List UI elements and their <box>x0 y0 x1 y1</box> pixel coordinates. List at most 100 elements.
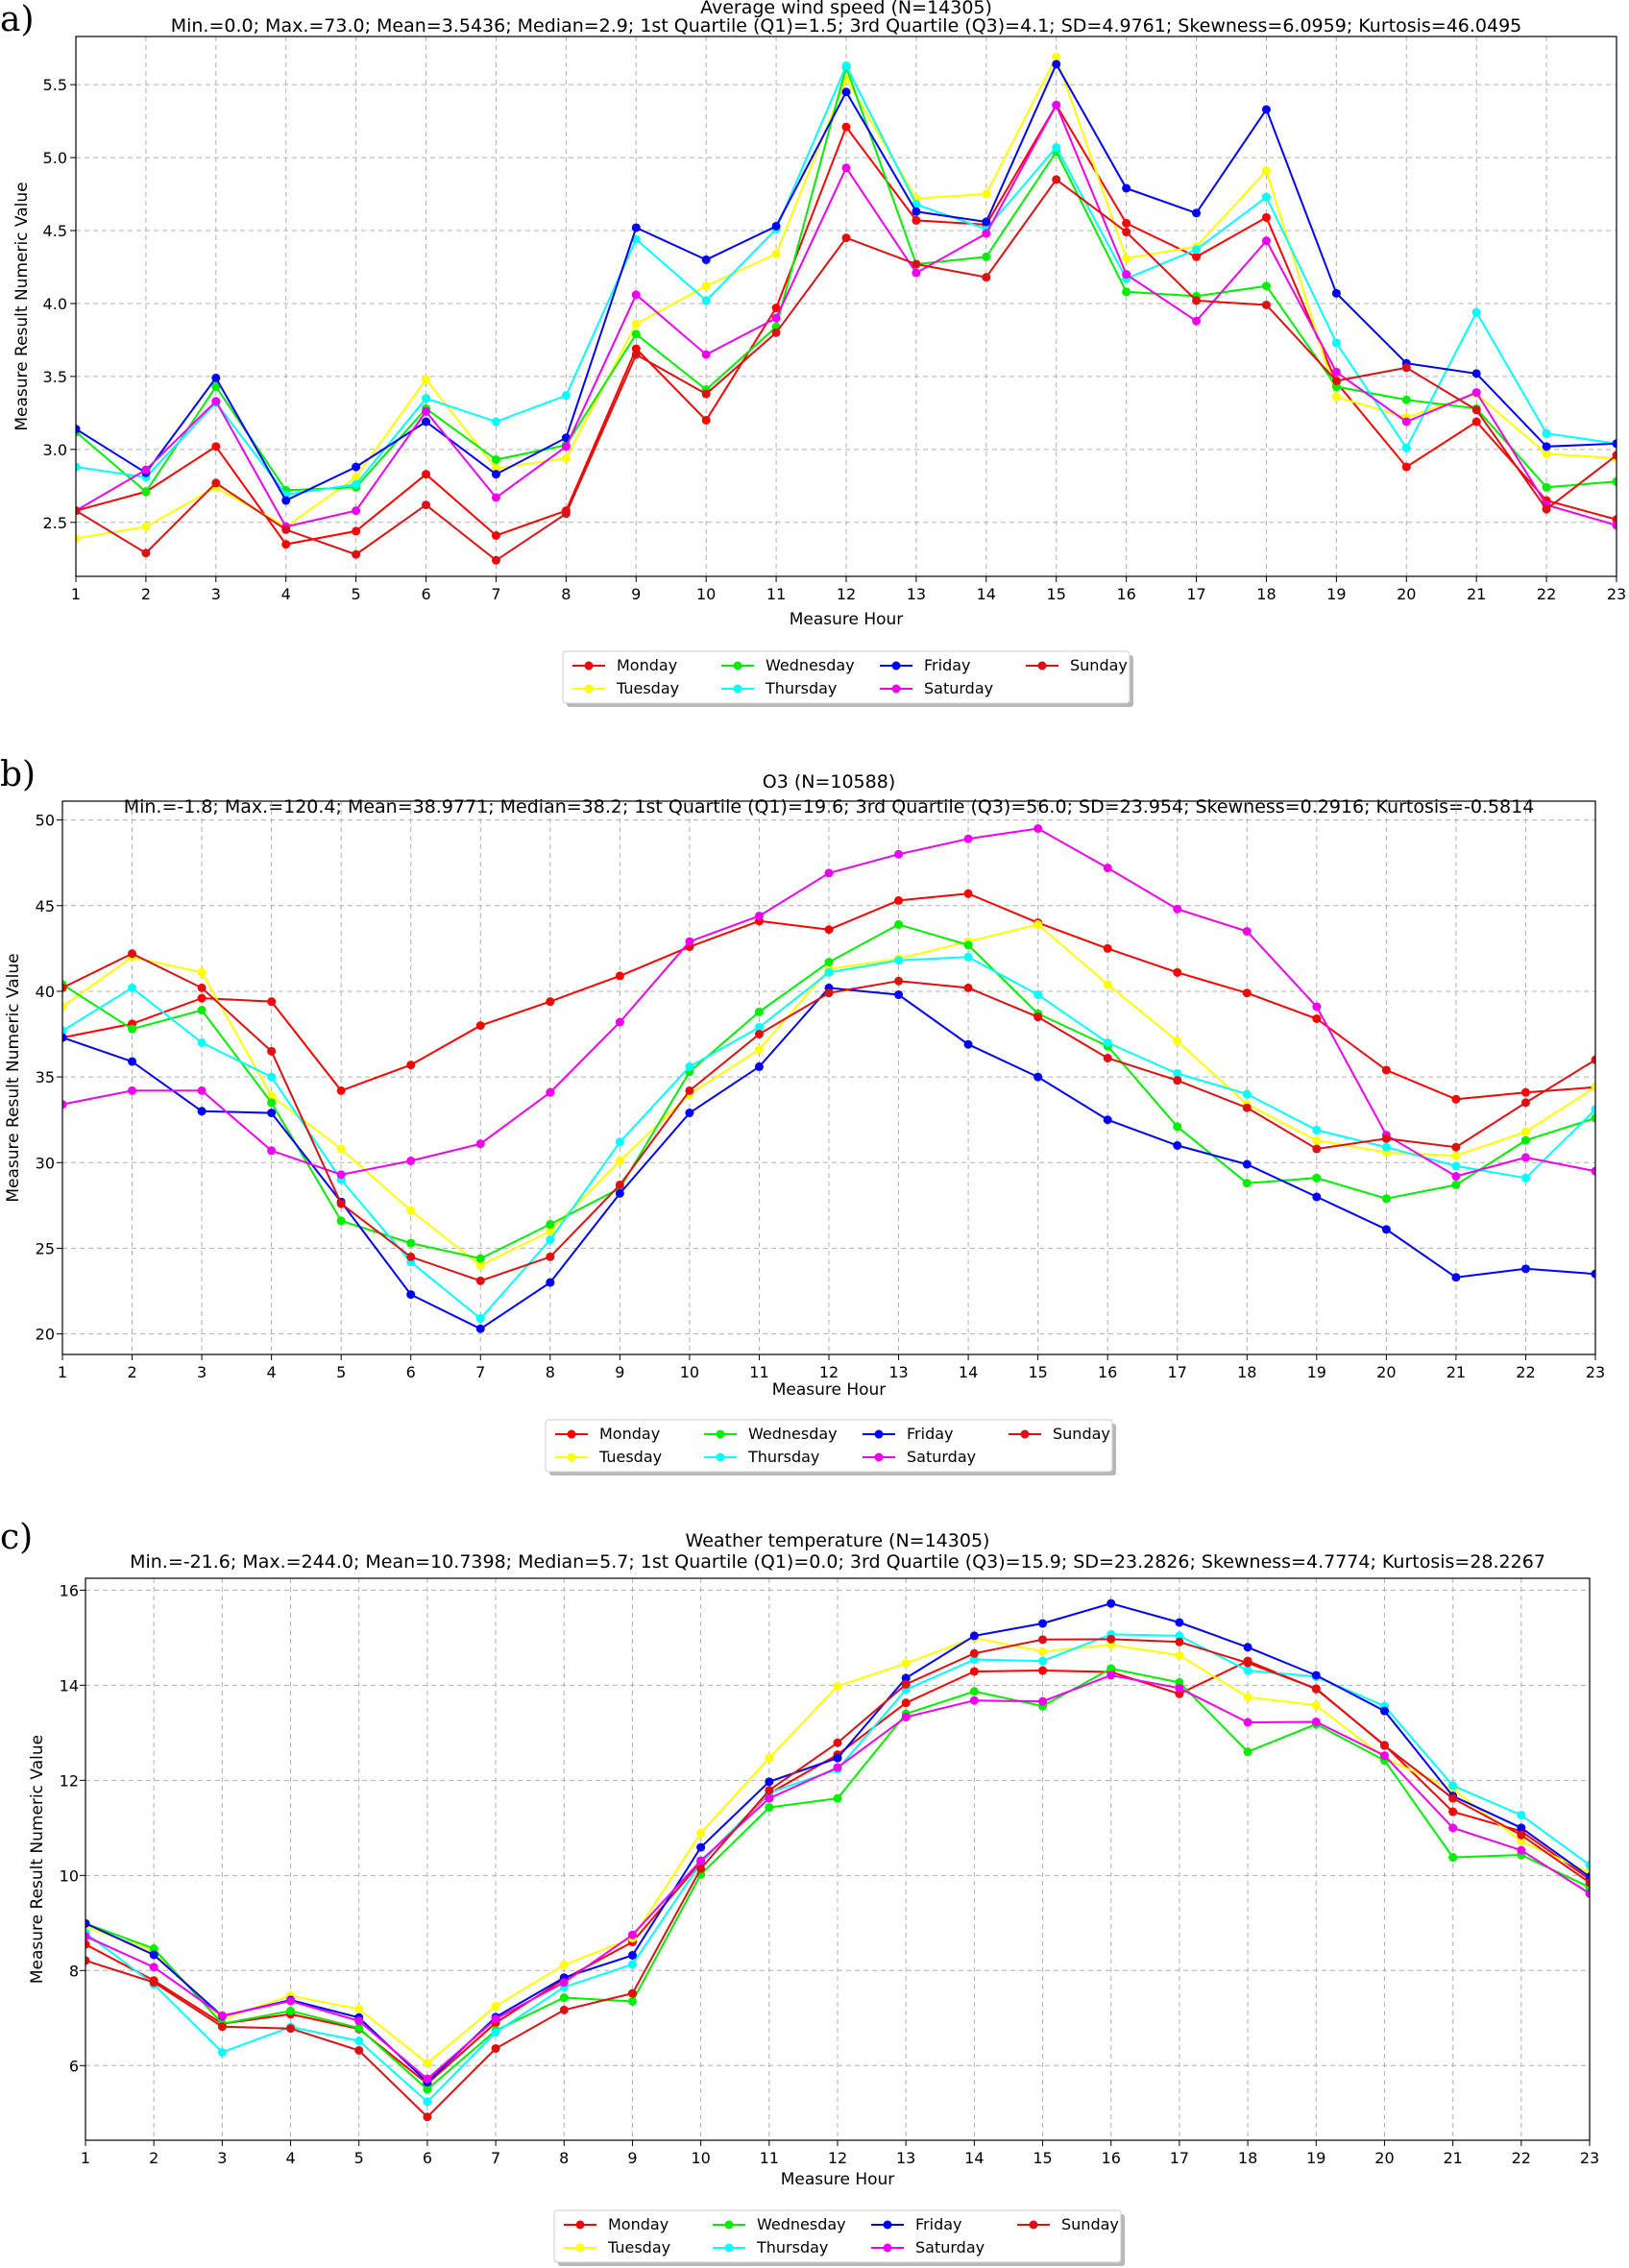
data-point <box>1542 428 1551 438</box>
data-point <box>1612 521 1617 530</box>
data-point <box>701 415 711 425</box>
data-point <box>754 1022 764 1032</box>
data-point <box>963 889 973 898</box>
data-point <box>1451 1094 1461 1104</box>
series-friday <box>85 1598 1590 2087</box>
data-point <box>1175 1683 1184 1693</box>
data-point <box>491 2001 500 2011</box>
data-point <box>141 465 151 475</box>
data-point <box>1122 287 1131 297</box>
legend-label: Monday <box>608 2215 669 2233</box>
x-tick-label: 21 <box>1447 1363 1466 1381</box>
data-point <box>1122 270 1131 280</box>
data-point <box>422 417 431 427</box>
data-point <box>1451 1151 1461 1160</box>
data-point <box>841 122 851 132</box>
legend-label: Wednesday <box>757 2215 846 2233</box>
grid <box>75 37 1617 576</box>
data-point <box>197 1085 207 1095</box>
data-point <box>901 1659 911 1669</box>
data-point <box>267 1072 277 1082</box>
data-point <box>969 1695 979 1705</box>
data-point <box>267 1109 277 1118</box>
data-point <box>1381 1134 1391 1143</box>
x-tick-label: 7 <box>491 2149 500 2167</box>
legend-marker <box>575 2220 585 2230</box>
data-point <box>765 1786 774 1795</box>
plot-area <box>85 1598 1590 2122</box>
data-point <box>491 417 500 427</box>
data-point <box>912 259 921 269</box>
data-point <box>1542 504 1551 514</box>
y-axis-label: Measure Result Numeric Value <box>12 182 32 430</box>
x-tick-label: 1 <box>58 1363 67 1381</box>
data-point <box>128 949 137 959</box>
x-tick-label: 10 <box>691 2149 710 2167</box>
data-point <box>1103 980 1112 989</box>
x-axis-label: Measure Hour <box>781 2170 895 2189</box>
data-point <box>475 1276 485 1285</box>
data-point <box>696 1842 706 1852</box>
axis-ticks: 1 2 3 4 5 6 7 8 9 10 11 12 13 14 15 16 17 18 19 20 21 22 232.5… <box>43 76 1627 603</box>
data-point <box>631 329 641 339</box>
data-point <box>1192 208 1202 218</box>
y-tick-label: 12 <box>60 1771 79 1790</box>
data-point <box>1033 1012 1043 1022</box>
data-point <box>1331 376 1341 385</box>
plot-area <box>62 824 1595 1333</box>
y-tick-label: 14 <box>60 1676 79 1695</box>
legend-label: Wednesday <box>766 656 855 674</box>
data-point <box>1612 439 1617 449</box>
x-tick-label: 21 <box>1467 585 1486 603</box>
legend: Monday Tuesday Wednesday Thursday Friday Satu… <box>562 650 1133 707</box>
data-point <box>1312 1192 1322 1202</box>
data-point <box>197 1107 207 1116</box>
legend-box <box>553 2209 1122 2263</box>
data-point <box>1192 245 1202 255</box>
x-tick-label: 8 <box>546 1363 555 1381</box>
series-sunday <box>85 1634 1590 2122</box>
data-point <box>1038 1619 1048 1628</box>
data-point <box>85 1918 90 1928</box>
data-point <box>1381 1142 1391 1152</box>
legend-marker <box>1037 661 1047 671</box>
x-tick-label: 13 <box>907 585 926 603</box>
data-point <box>771 221 781 231</box>
data-point <box>615 1156 624 1165</box>
data-point <box>546 997 555 1007</box>
y-tick-label: 30 <box>36 1154 55 1172</box>
data-point <box>1331 367 1341 377</box>
data-point <box>841 61 851 70</box>
data-point <box>85 1932 90 1941</box>
data-point <box>76 534 81 544</box>
legend-item-friday: Friday <box>863 1425 954 1443</box>
x-tick-label: 19 <box>1306 2149 1325 2167</box>
x-tick-label: 7 <box>475 1363 485 1381</box>
y-tick-label: 10 <box>60 1866 79 1885</box>
data-point <box>912 268 921 278</box>
legend-item-tuesday: Tuesday <box>564 2238 670 2256</box>
series-thursday <box>62 952 1595 1324</box>
data-point <box>1331 288 1341 298</box>
data-point <box>833 1763 842 1772</box>
data-point <box>824 868 834 878</box>
data-point <box>1401 443 1411 452</box>
x-tick-label: 14 <box>959 1363 978 1381</box>
data-point <box>841 163 851 173</box>
data-point <box>701 281 711 291</box>
series-thursday <box>76 61 1617 500</box>
x-tick-label: 10 <box>696 585 716 603</box>
legend-label: Tuesday <box>598 1448 662 1466</box>
data-point <box>1106 1598 1116 1608</box>
plot-area <box>76 52 1617 565</box>
x-tick-label: 13 <box>888 1363 908 1381</box>
data-point <box>969 1648 979 1658</box>
x-tick-label: 8 <box>561 585 571 603</box>
x-tick-label: 14 <box>964 2149 984 2167</box>
legend-label: Saturday <box>924 679 993 697</box>
legend-label: Tuesday <box>616 679 679 697</box>
x-tick-label: 23 <box>1580 2149 1599 2167</box>
data-point <box>423 2112 432 2122</box>
data-point <box>901 1698 911 1708</box>
legend-item-thursday: Thursday <box>721 679 837 697</box>
